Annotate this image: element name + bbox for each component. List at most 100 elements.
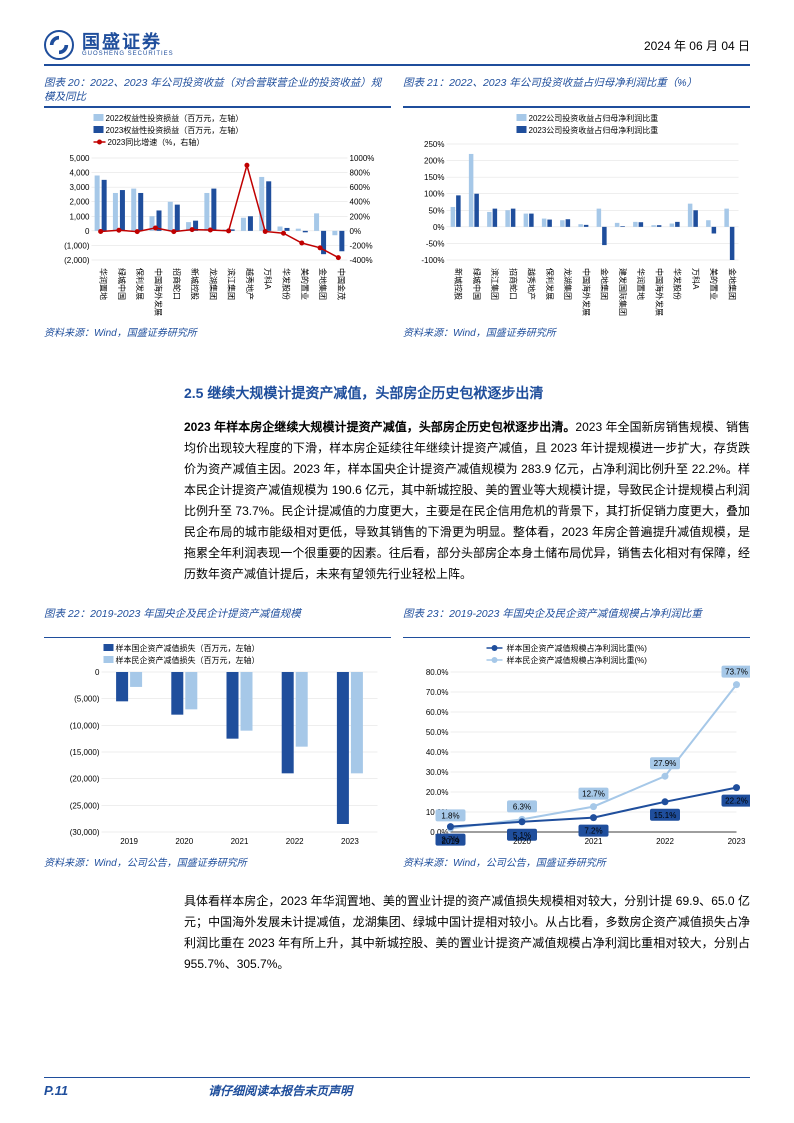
chart-20: 图表 20：2022、2023 年公司投资收益（对合营联营企业的投资收益）规模及… (44, 76, 391, 339)
svg-text:2023: 2023 (341, 837, 359, 846)
svg-text:样本民企资产减值损失（百万元，左轴）: 样本民企资产减值损失（百万元，左轴） (116, 655, 260, 665)
chart-23: 图表 23：2019-2023 年国央企及民企资产减值规模占净利润比重 样本国企… (403, 607, 750, 870)
svg-text:(10,000): (10,000) (70, 722, 100, 731)
svg-text:2021: 2021 (585, 837, 603, 846)
chart-20-svg: 2022权益性投资损益（百万元，左轴） 2023权益性投资损益（百万元，左轴） 20… (44, 112, 391, 322)
svg-text:2022权益性投资损益（百万元，左轴）: 2022权益性投资损益（百万元，左轴） (106, 113, 244, 123)
svg-text:22.2%: 22.2% (725, 797, 748, 806)
svg-text:(30,000): (30,000) (70, 828, 100, 837)
svg-text:40.0%: 40.0% (426, 748, 449, 757)
svg-text:(15,000): (15,000) (70, 748, 100, 757)
svg-text:0%: 0% (350, 227, 362, 236)
svg-text:越秀地产: 越秀地产 (245, 268, 255, 300)
svg-text:招商蛇口: 招商蛇口 (172, 268, 182, 300)
svg-text:2023同比增速（%，右轴）: 2023同比增速（%，右轴） (108, 137, 205, 147)
svg-text:1000%: 1000% (350, 154, 375, 163)
svg-text:样本国企资产减值规模占净利润比重(%): 样本国企资产减值规模占净利润比重(%) (507, 643, 648, 653)
svg-text:滨江集团: 滨江集团 (227, 268, 237, 300)
report-date: 2024 年 06 月 04 日 (644, 37, 750, 54)
svg-text:150%: 150% (424, 173, 444, 182)
svg-text:中国海外发展: 中国海外发展 (154, 268, 164, 316)
svg-text:(25,000): (25,000) (70, 802, 100, 811)
svg-text:15.1%: 15.1% (654, 811, 677, 820)
footer-disclaimer: 请仔细阅读本报告末页声明 (208, 1082, 352, 1099)
paragraph-1: 2023 年样本房企继续大规模计提资产减值，头部房企历史包袱逐步出清。2023 … (184, 417, 750, 585)
page-footer: P.11 请仔细阅读本报告末页声明 (44, 1077, 750, 1099)
svg-text:招商蛇口: 招商蛇口 (508, 268, 518, 300)
svg-text:-400%: -400% (350, 256, 373, 265)
svg-text:-50%: -50% (426, 239, 445, 248)
svg-text:70.0%: 70.0% (426, 688, 449, 697)
svg-text:中国海外发展: 中国海外发展 (581, 268, 591, 316)
svg-text:(2,000): (2,000) (64, 256, 90, 265)
chart-22-source: 资料来源：Wind，公司公告，国盛证券研究所 (44, 854, 391, 869)
svg-text:绿城中国: 绿城中国 (117, 268, 127, 300)
svg-text:100%: 100% (424, 189, 444, 198)
svg-text:50.0%: 50.0% (426, 728, 449, 737)
svg-text:美的置业: 美的置业 (300, 268, 310, 300)
svg-text:200%: 200% (350, 212, 370, 221)
svg-text:越秀地产: 越秀地产 (527, 268, 537, 300)
svg-text:250%: 250% (424, 140, 444, 149)
svg-text:2022: 2022 (286, 837, 304, 846)
logo: 国盛证券 GUOSHENG SECURITIES (44, 30, 174, 60)
svg-text:2023权益性投资损益（百万元，左轴）: 2023权益性投资损益（百万元，左轴） (106, 125, 244, 135)
svg-text:保利发展: 保利发展 (545, 268, 555, 300)
svg-text:2020: 2020 (175, 837, 193, 846)
svg-text:(20,000): (20,000) (70, 775, 100, 784)
svg-text:中国海外发展: 中国海外发展 (654, 268, 664, 316)
svg-text:龙湖集团: 龙湖集团 (563, 268, 573, 300)
chart-23-svg: 样本国企资产减值规模占净利润比重(%)样本民企资产减值规模占净利润比重(%)0.… (403, 642, 750, 852)
svg-text:3,000: 3,000 (69, 183, 90, 192)
page-header: 国盛证券 GUOSHENG SECURITIES 2024 年 06 月 04 … (44, 30, 750, 66)
svg-text:30.0%: 30.0% (426, 768, 449, 777)
chart-21-svg: 2022公司投资收益占归母净利润比重 2023公司投资收益占归母净利润比重 -100… (403, 112, 750, 322)
svg-text:华润置地: 华润置地 (99, 268, 109, 300)
svg-text:60.0%: 60.0% (426, 708, 449, 717)
svg-text:新城控股: 新城控股 (454, 268, 464, 300)
svg-text:样本民企资产减值规模占净利润比重(%): 样本民企资产减值规模占净利润比重(%) (507, 655, 648, 665)
svg-text:万科A: 万科A (691, 268, 701, 290)
svg-text:0%: 0% (433, 222, 445, 231)
svg-text:6.3%: 6.3% (513, 803, 531, 812)
svg-text:中国金茂: 中国金茂 (336, 268, 346, 300)
svg-text:保利发展: 保利发展 (135, 268, 145, 300)
svg-text:华发股份: 华发股份 (282, 268, 292, 300)
svg-text:万科A: 万科A (263, 268, 273, 290)
chart-23-source: 资料来源：Wind，公司公告，国盛证券研究所 (403, 854, 750, 869)
svg-text:2,000: 2,000 (69, 198, 90, 207)
svg-text:2022: 2022 (656, 837, 674, 846)
svg-text:绿城中国: 绿城中国 (472, 268, 482, 300)
svg-text:20.0%: 20.0% (426, 788, 449, 797)
svg-text:美的置业: 美的置业 (709, 268, 719, 300)
svg-text:4,000: 4,000 (69, 168, 90, 177)
svg-text:0: 0 (95, 668, 100, 677)
chart-22: 图表 22：2019-2023 年国央企及民企计提资产减值规模 样本国企资产减值… (44, 607, 391, 870)
charts-row-1: 图表 20：2022、2023 年公司投资收益（对合营联营企业的投资收益）规模及… (44, 76, 750, 339)
svg-text:600%: 600% (350, 183, 370, 192)
svg-text:2023: 2023 (728, 837, 746, 846)
svg-text:-100%: -100% (421, 256, 444, 265)
svg-text:2022公司投资收益占归母净利润比重: 2022公司投资收益占归母净利润比重 (529, 113, 659, 123)
logo-icon (44, 30, 74, 60)
page-number: P.11 (44, 1083, 68, 1098)
svg-text:2019: 2019 (442, 837, 460, 846)
svg-text:800%: 800% (350, 168, 370, 177)
svg-text:12.7%: 12.7% (582, 790, 605, 799)
svg-text:金地集团: 金地集团 (318, 268, 328, 300)
company-name: 国盛证券 (82, 33, 174, 51)
chart-23-title: 图表 23：2019-2023 年国央企及民企资产减值规模占净利润比重 (403, 607, 750, 635)
svg-text:样本国企资产减值损失（百万元，左轴）: 样本国企资产减值损失（百万元，左轴） (116, 643, 260, 653)
svg-text:2023公司投资收益占归母净利润比重: 2023公司投资收益占归母净利润比重 (529, 125, 659, 135)
svg-text:400%: 400% (350, 198, 370, 207)
svg-text:2021: 2021 (231, 837, 249, 846)
svg-text:1.8%: 1.8% (441, 812, 459, 821)
svg-text:2020: 2020 (513, 837, 531, 846)
charts-row-2: 图表 22：2019-2023 年国央企及民企计提资产减值规模 样本国企资产减值… (44, 607, 750, 870)
svg-text:2019: 2019 (120, 837, 138, 846)
svg-text:80.0%: 80.0% (426, 668, 449, 677)
svg-text:建发国际集团: 建发国际集团 (618, 268, 628, 316)
svg-text:华发股份: 华发股份 (673, 268, 683, 300)
svg-text:200%: 200% (424, 156, 444, 165)
svg-text:7.2%: 7.2% (584, 827, 602, 836)
